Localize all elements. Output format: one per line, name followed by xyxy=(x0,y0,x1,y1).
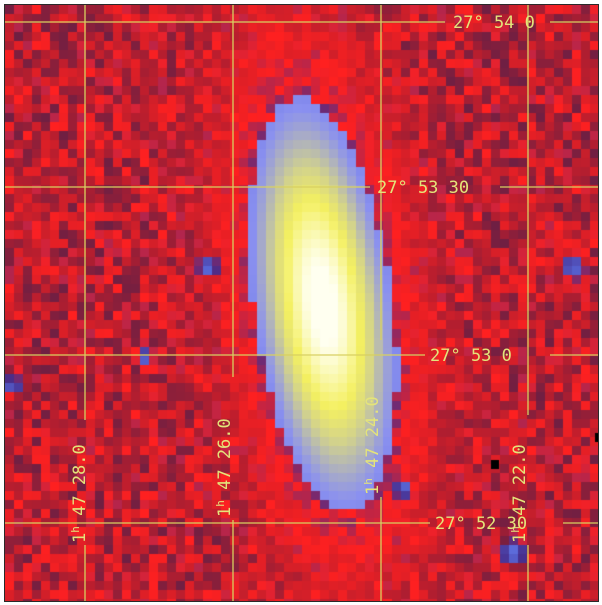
ra-label-1-h: h xyxy=(69,526,82,533)
ra-label-1: 1h 47 28.0 xyxy=(69,444,90,543)
ra-label-1-hours: 1 xyxy=(70,533,90,543)
ra-label-4-rest: 47 22.0 xyxy=(510,444,530,526)
coordinate-grid-overlay: 27° 54 0 27° 53 30 27° 53 0 27° 52 30 1h… xyxy=(5,5,598,601)
ra-label-2: 1h 47 26.0 xyxy=(214,418,235,517)
galaxy-image xyxy=(5,5,598,601)
dec-label-2: 27° 53 30 xyxy=(377,178,469,198)
dec-label-4: 27° 52 30 xyxy=(435,514,527,534)
image-frame: 27° 54 0 27° 53 30 27° 53 0 27° 52 30 1h… xyxy=(4,4,599,602)
ra-label-2-hours: 1 xyxy=(215,507,235,517)
ra-label-2-rest: 47 26.0 xyxy=(215,418,235,500)
dec-label-1: 27° 54 0 xyxy=(453,13,535,33)
ra-label-3-hours: 1 xyxy=(363,485,383,495)
ra-label-4-h: h xyxy=(509,526,522,533)
ra-label-4: 1h 47 22.0 xyxy=(509,444,530,543)
ra-label-3-rest: 47 24.0 xyxy=(363,396,383,478)
ra-label-4-hours: 1 xyxy=(510,533,530,543)
ra-label-3: 1h 47 24.0 xyxy=(362,396,383,495)
ra-label-2-h: h xyxy=(214,500,227,507)
ra-label-3-h: h xyxy=(362,478,375,485)
dec-label-3: 27° 53 0 xyxy=(430,346,512,366)
ra-label-1-rest: 47 28.0 xyxy=(70,444,90,526)
